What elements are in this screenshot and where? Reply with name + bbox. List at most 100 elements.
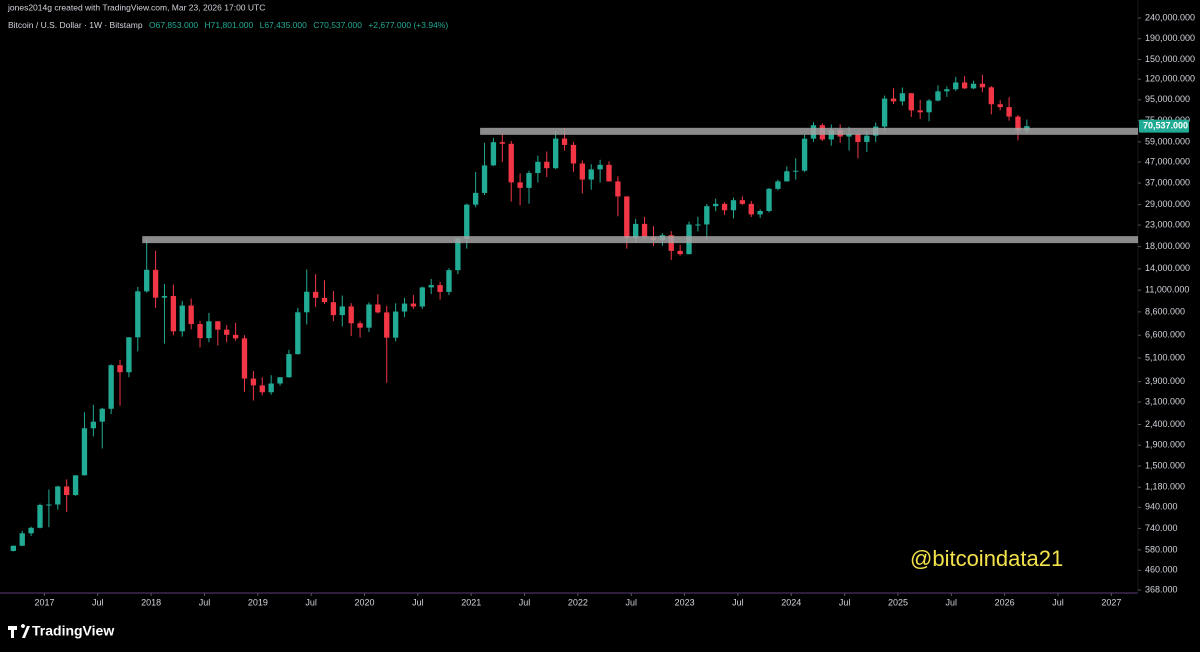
ohlc-high: H71,801.000 <box>205 20 254 30</box>
candle-body <box>926 100 932 113</box>
candle-body <box>695 224 701 226</box>
candle-body <box>19 533 25 546</box>
candle-body <box>1006 107 1012 117</box>
x-tick-label: Jul <box>625 597 637 607</box>
candle-body <box>917 110 923 113</box>
candle-body <box>37 504 43 528</box>
candle-body <box>144 269 150 292</box>
level-band <box>480 127 1138 135</box>
candle-body <box>188 305 194 325</box>
x-tick-label: Jul <box>1052 597 1064 607</box>
candle-body <box>170 295 177 332</box>
symbol-legend: Bitcoin / U.S. Dollar · 1W · Bitstamp O6… <box>8 20 448 30</box>
candle-body <box>437 285 443 292</box>
candle-body <box>988 87 994 105</box>
candle-body <box>81 428 88 476</box>
candle-body <box>1015 116 1021 131</box>
y-tick-label: 240,000.000 <box>1145 12 1195 22</box>
candle-body <box>535 161 541 174</box>
candle-body <box>277 377 283 384</box>
candle-body <box>677 250 683 255</box>
candle-body <box>997 104 1003 108</box>
candle-body <box>890 98 897 102</box>
footer-brand: TradingView <box>32 623 114 639</box>
candle-body <box>366 304 372 328</box>
ohlc-close: C70,537.000 <box>313 20 362 30</box>
candle-body <box>215 321 221 330</box>
y-tick-label: 190,000.000 <box>1145 33 1195 43</box>
x-tick-label: 2022 <box>568 597 588 607</box>
candle-body <box>908 93 914 111</box>
candle-body <box>935 91 941 101</box>
candle-body <box>579 163 586 180</box>
candle-body <box>855 133 861 142</box>
y-tick-label: 37,000.000 <box>1145 177 1190 187</box>
x-tick-label: 2021 <box>461 597 481 607</box>
x-tick-label: Jul <box>946 597 958 607</box>
candle-body <box>633 223 639 238</box>
candle-body <box>259 385 265 393</box>
candle-body <box>615 181 621 197</box>
candle-body <box>28 527 34 534</box>
candle-body <box>970 83 977 89</box>
x-tick-label: 2018 <box>141 597 161 607</box>
candle-body <box>606 164 612 182</box>
candle-body <box>713 203 719 207</box>
candle-body <box>864 135 870 142</box>
candle-body <box>72 475 79 496</box>
candle-body <box>766 188 772 211</box>
candle-body <box>846 133 852 137</box>
x-tick-label: Jul <box>199 597 211 607</box>
x-tick-label: 2025 <box>888 597 908 607</box>
x-tick-label: Jul <box>519 597 531 607</box>
candle-body <box>161 295 168 298</box>
y-tick-label: 2,400.000 <box>1145 419 1185 429</box>
x-tick-label: Jul <box>305 597 317 607</box>
candle-body <box>499 142 505 144</box>
candle-body <box>464 204 470 239</box>
y-tick-label: 368.000 <box>1145 584 1178 594</box>
candle-body <box>90 421 97 429</box>
candle-body <box>46 504 52 506</box>
y-tick-label: 8,600.000 <box>1145 306 1185 316</box>
candle-body <box>739 200 746 204</box>
candle-body <box>286 354 292 378</box>
candle-body <box>721 203 728 211</box>
candle-body <box>357 323 363 328</box>
candle-body <box>339 306 345 316</box>
candle-body <box>428 285 434 288</box>
candle-body <box>250 378 257 386</box>
y-tick-label: 1,900.000 <box>1145 440 1185 450</box>
candle-body <box>152 269 159 298</box>
candle-body <box>757 210 763 215</box>
candle-body <box>881 98 888 127</box>
candle-body <box>295 312 301 355</box>
x-tick-label: 2020 <box>355 597 375 607</box>
caption: jones2014g created with TradingView.com,… <box>7 2 265 12</box>
candle-body <box>232 334 239 339</box>
candle-body <box>490 142 497 166</box>
candle-body <box>321 297 328 303</box>
candle-body <box>206 321 212 339</box>
candle-body <box>126 337 132 373</box>
candle-body <box>10 545 17 551</box>
candle-body <box>570 144 577 164</box>
candle-body <box>961 82 968 89</box>
candle-body <box>517 182 523 188</box>
candle-body <box>446 270 452 292</box>
last-price-box <box>1139 119 1189 133</box>
y-tick-label: 1,500.000 <box>1145 460 1185 470</box>
candle-body <box>561 138 568 145</box>
y-tick-label: 3,900.000 <box>1145 376 1185 386</box>
ohlc-open: O67,853.000 <box>149 20 198 30</box>
candle-body <box>944 89 950 92</box>
candle-body <box>419 287 425 307</box>
candle-body <box>481 165 488 193</box>
candle-body <box>304 291 310 313</box>
level-band <box>142 236 1138 244</box>
x-tick-label: Jul <box>839 597 851 607</box>
y-tick-label: 460.000 <box>1145 565 1178 575</box>
candle-body <box>472 192 479 205</box>
candle-body <box>330 302 337 316</box>
